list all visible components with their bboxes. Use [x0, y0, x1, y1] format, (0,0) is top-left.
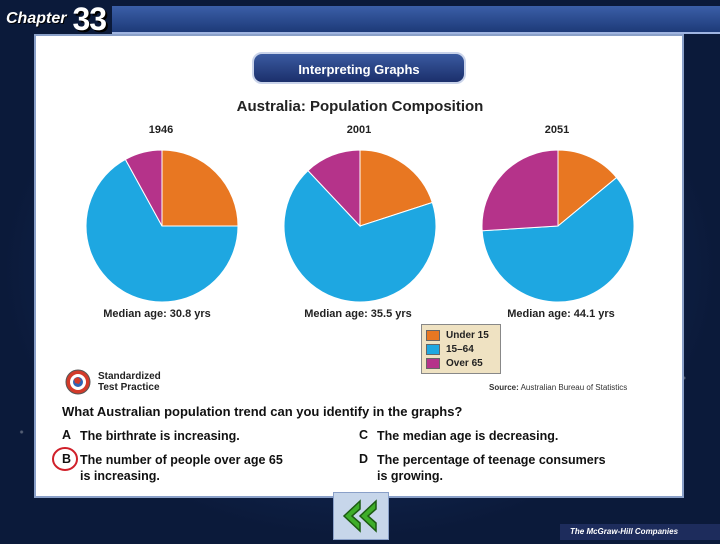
- pie-slice-under-15: [557, 149, 618, 228]
- publisher-footer: The McGraw-Hill Companies: [560, 524, 720, 540]
- pie-chart-2051: [481, 149, 635, 303]
- legend-swatch: [426, 343, 440, 355]
- legend-label: Under 15: [446, 329, 489, 341]
- answer-option-d[interactable]: D The percentage of teenage consumers is …: [359, 452, 606, 484]
- legend-entry: Over 65: [426, 356, 496, 370]
- source-text: Australian Bureau of Statistics: [520, 383, 628, 392]
- chapter-word: Chapter: [6, 10, 67, 27]
- legend-label: 15–64: [446, 343, 474, 355]
- pie-year-label: 2001: [346, 124, 372, 136]
- legend-swatch: [426, 357, 440, 369]
- chart-title: Australia: Population Composition: [236, 98, 484, 115]
- section-banner: Interpreting Graphs: [252, 52, 466, 84]
- pie-slice-15-64: [283, 169, 437, 303]
- source-note: Source: Australian Bureau of Statistics: [489, 383, 627, 392]
- chart-legend: Under 15 15–64 Over 65: [421, 324, 501, 374]
- median-age-label: Median age: 44.1 yrs: [507, 308, 615, 320]
- option-letter: C: [359, 428, 369, 442]
- chapter-number: 33: [72, 0, 107, 37]
- stp-line1: Standardized: [98, 371, 161, 382]
- answer-option-c[interactable]: C The median age is decreasing.: [359, 428, 558, 444]
- option-text: The median age is decreasing.: [377, 429, 559, 443]
- double-chevron-left-icon: [342, 499, 377, 533]
- pie-slice-under-15: [161, 149, 239, 227]
- pie-slice-over-65: [307, 149, 361, 228]
- legend-entry: 15–64: [426, 342, 496, 356]
- globe-target-icon: [65, 369, 91, 395]
- pie-year-label: 2051: [544, 124, 570, 136]
- pie-slice-15-64: [85, 158, 239, 303]
- legend-label: Over 65: [446, 357, 483, 369]
- stp-line2: Test Practice: [98, 382, 160, 393]
- median-age-label: Median age: 35.5 yrs: [304, 308, 412, 320]
- pie-year-label: 1946: [148, 124, 174, 136]
- option-letter: B: [62, 452, 72, 466]
- legend-entry: Under 15: [426, 328, 496, 342]
- source-label: Source:: [489, 383, 519, 392]
- pie-slice-over-65: [124, 149, 163, 227]
- option-text-line2: is growing.: [377, 469, 443, 483]
- pie-slice-under-15: [359, 149, 433, 227]
- answer-option-a[interactable]: A The birthrate is increasing.: [62, 428, 240, 444]
- pie-chart-1946: [85, 149, 239, 303]
- standardized-test-practice: Standardized Test Practice: [64, 368, 161, 396]
- chapter-bar: [112, 6, 720, 34]
- publisher-logo: The McGraw-Hill Companies: [570, 527, 679, 536]
- selected-answer-circle: [52, 447, 78, 471]
- legend-swatch: [426, 329, 440, 341]
- question-text: What Australian population trend can you…: [62, 404, 463, 419]
- chapter-header: Chapter 33: [0, 0, 107, 38]
- answer-option-b[interactable]: B The number of people over age 65 is inc…: [62, 452, 283, 484]
- pie-slice-over-65: [481, 149, 559, 232]
- option-text-line2: is increasing.: [80, 469, 160, 483]
- option-letter: D: [359, 452, 369, 466]
- pie-slice-15-64: [481, 176, 635, 303]
- option-letter: A: [62, 428, 72, 442]
- option-text: The percentage of teenage consumers: [377, 453, 606, 467]
- back-nav-button[interactable]: [333, 492, 389, 540]
- pie-chart-2001: [283, 149, 437, 303]
- option-text: The birthrate is increasing.: [80, 429, 240, 443]
- option-text: The number of people over age 65: [80, 453, 283, 467]
- median-age-label: Median age: 30.8 yrs: [103, 308, 211, 320]
